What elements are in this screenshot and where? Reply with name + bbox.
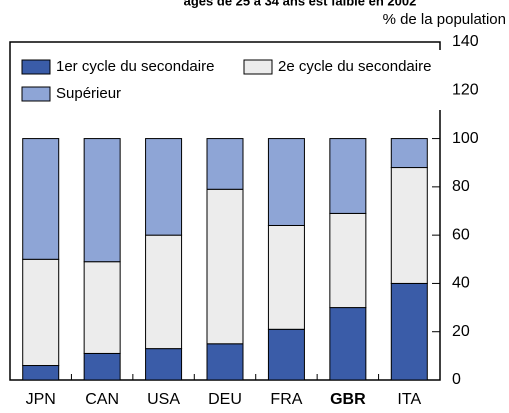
bar-segment [206,138,244,190]
y-tick-label: 60 [452,226,470,243]
bar-segment [145,138,183,236]
x-tick-label: GBR [330,391,366,408]
bar-segment [22,138,60,260]
bar-segment [145,234,183,350]
chart-title: âges de 25 à 34 ans est faible en 2002 [184,0,417,8]
legend-swatch [21,86,51,102]
y-tick-label: 100 [452,130,479,147]
legend-label: 2e cycle du secondaire [278,58,431,75]
y-tick-label: 80 [452,178,470,195]
bar-segment [329,212,367,309]
bar-segment [83,352,121,381]
y-axis-label: % de la population [383,11,506,28]
bar-segment [83,261,121,354]
bar-segment [329,138,367,214]
bar-segment [83,138,121,263]
y-tick-label: 40 [452,275,470,292]
bar-segment [206,343,244,381]
y-tick-label: 140 [452,33,479,50]
bar-segment [390,138,428,169]
x-tick-label: ITA [397,391,421,408]
bar-segment [267,138,305,226]
y-tick-label: 20 [452,323,470,340]
bar-segment [390,167,428,284]
bar-segment [267,328,305,381]
bar-segment [390,282,428,381]
bar-segment [329,307,367,381]
x-tick-label: DEU [208,391,242,408]
x-tick-label: JPN [26,391,56,408]
bar-segment [22,258,60,367]
legend-box [14,50,444,110]
bar-segment [145,348,183,381]
x-tick-label: CAN [85,391,119,408]
legend-swatch [21,59,51,75]
bar-segment [22,365,60,381]
legend-label: 1er cycle du secondaire [56,58,214,75]
bar-segment [267,224,305,330]
x-tick-label: USA [147,391,180,408]
bar-segment [206,188,244,345]
legend-swatch [243,59,273,75]
y-tick-label: 120 [452,82,479,99]
x-tick-label: FRA [270,391,302,408]
legend-label: Supérieur [56,85,121,102]
y-tick-label: 0 [452,371,461,388]
